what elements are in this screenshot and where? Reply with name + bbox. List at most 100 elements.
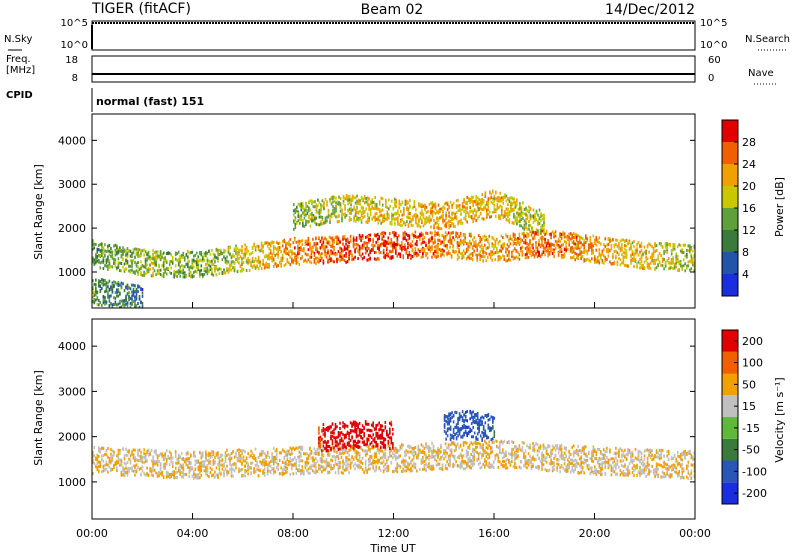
heatmap-cell	[394, 221, 396, 225]
heatmap-cell	[229, 267, 231, 271]
heatmap-cell	[616, 263, 619, 267]
heatmap-cell	[357, 210, 360, 214]
heatmap-cell	[406, 220, 408, 223]
heatmap-cell	[185, 463, 188, 467]
heatmap-cell	[96, 302, 99, 306]
colorbar-tick-label: 8	[742, 246, 749, 259]
heatmap-cell	[350, 199, 352, 203]
heatmap-cell	[445, 225, 447, 229]
heatmap-cell	[331, 236, 334, 240]
heatmap-cell	[101, 454, 103, 458]
heatmap-cell	[500, 244, 503, 248]
heatmap-cell	[509, 242, 512, 246]
heatmap-cell	[125, 267, 127, 271]
heatmap-cell	[205, 458, 207, 462]
heatmap-cell	[473, 236, 475, 240]
heatmap-cell	[307, 239, 310, 243]
freq-label-2: [MHz]	[6, 65, 35, 76]
heatmap-cell	[323, 221, 325, 225]
heatmap-cell	[122, 265, 124, 269]
heatmap-cell	[300, 204, 303, 208]
heatmap-cell	[215, 473, 218, 477]
heatmap-cell	[432, 252, 435, 256]
heatmap-cell	[117, 251, 120, 255]
heatmap-cell	[129, 287, 132, 291]
heatmap-cell	[310, 467, 313, 471]
heatmap-cell	[496, 199, 499, 203]
heatmap-cell	[568, 240, 570, 244]
heatmap-cell	[271, 467, 273, 471]
heatmap-cell	[111, 290, 114, 294]
heatmap-cell	[470, 234, 472, 238]
heatmap-cell	[208, 458, 210, 462]
heatmap-cell	[194, 261, 197, 265]
heatmap-cell	[472, 217, 474, 221]
heatmap-cell	[187, 465, 189, 469]
heatmap-cell	[318, 463, 320, 467]
heatmap-cell	[455, 199, 458, 203]
heatmap-cell	[440, 207, 443, 211]
heatmap-cell	[522, 216, 524, 220]
heatmap-cell	[285, 462, 287, 465]
heatmap-cell	[120, 255, 123, 258]
heatmap-cell	[508, 239, 510, 243]
heatmap-cell	[300, 454, 302, 458]
heatmap-cell	[135, 287, 138, 291]
heatmap-cell	[541, 229, 543, 233]
heatmap-cell	[265, 460, 267, 464]
heatmap-cell	[434, 221, 437, 225]
heatmap-cell	[135, 304, 138, 308]
heatmap-cell	[265, 241, 267, 245]
freq-panel: 18 8 60 0 Freq. [MHz] Nave	[6, 54, 778, 85]
heatmap-cell	[269, 244, 272, 248]
heatmap-cell	[476, 256, 478, 260]
heatmap-cell	[595, 248, 598, 252]
heatmap-cell	[126, 473, 129, 477]
heatmap-cell	[104, 452, 106, 456]
heatmap-cell	[505, 259, 507, 263]
heatmap-cell	[534, 212, 536, 216]
heatmap-cell	[315, 262, 317, 266]
heatmap-cell	[574, 233, 576, 237]
heatmap-cell	[253, 264, 255, 268]
heatmap-cell	[386, 215, 389, 219]
heatmap-cell	[302, 202, 304, 206]
heatmap-cell	[309, 217, 312, 221]
heatmap-cell	[288, 250, 290, 254]
heatmap-cell	[102, 248, 105, 252]
heatmap-cell	[271, 453, 273, 457]
heatmap-cell	[505, 199, 508, 203]
heatmap-cell	[165, 261, 168, 265]
heatmap-cell	[365, 200, 367, 204]
heatmap-cell	[524, 253, 527, 257]
heatmap-cell	[690, 246, 693, 249]
heatmap-cell	[601, 259, 604, 262]
heatmap-cell	[342, 249, 344, 253]
heatmap-cell	[477, 252, 480, 256]
heatmap-cell	[305, 205, 307, 209]
heatmap-cell	[556, 240, 558, 244]
heatmap-cell	[280, 256, 282, 260]
heatmap-cell	[374, 215, 376, 219]
heatmap-cell	[116, 282, 118, 286]
heatmap-cell	[266, 257, 269, 261]
heatmap-cell	[363, 215, 366, 218]
heatmap-cell	[458, 209, 461, 212]
heatmap-cell	[293, 203, 295, 207]
heatmap-cell	[333, 238, 335, 242]
heatmap-cell	[386, 217, 389, 221]
heatmap-cell	[527, 250, 530, 254]
heatmap-cell	[98, 448, 100, 452]
heatmap-cell	[265, 262, 267, 266]
heatmap-cell	[441, 252, 444, 256]
heatmap-cell	[262, 262, 264, 266]
heatmap-cell	[146, 451, 148, 454]
heatmap-cell	[571, 237, 573, 241]
colorbar-swatch	[722, 120, 738, 142]
heatmap-cell	[464, 212, 467, 216]
heatmap-cell	[191, 474, 194, 478]
heatmap-cell	[125, 261, 127, 265]
heatmap-cell	[666, 246, 668, 250]
heatmap-cell	[96, 457, 99, 461]
heatmap-cell	[373, 251, 376, 254]
